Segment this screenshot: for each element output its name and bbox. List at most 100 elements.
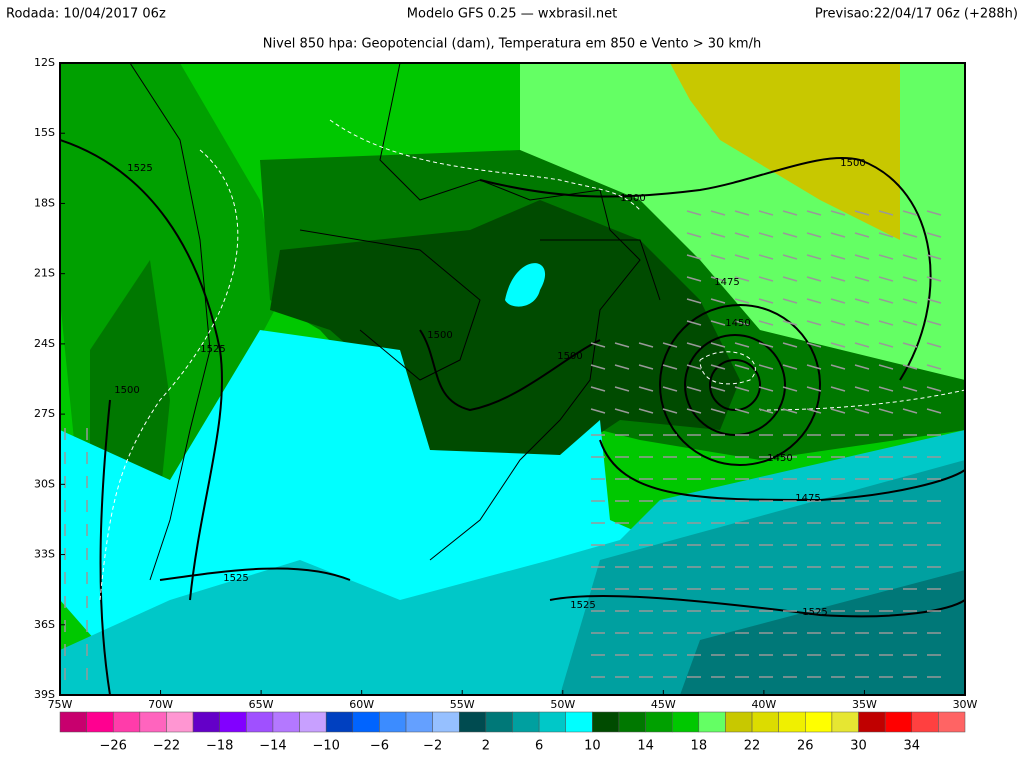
- colorbar-swatch: [139, 711, 167, 733]
- wind-arrow: [854, 364, 870, 370]
- wind-arrow: [710, 210, 726, 216]
- contour-label: 1525: [200, 344, 225, 355]
- contour-label: 1500: [114, 385, 139, 396]
- colorbar-swatch: [698, 711, 726, 733]
- wind-arrow: [806, 254, 822, 260]
- colorbar-label: 22: [744, 739, 761, 754]
- wind-arrow: [926, 210, 942, 216]
- wind-arrow: [926, 320, 942, 326]
- contour-label: 1450: [725, 318, 750, 329]
- wind-arrow: [614, 408, 630, 414]
- wind-arrow: [638, 386, 654, 392]
- wind-arrow: [854, 232, 870, 238]
- wind-arrow: [734, 232, 750, 238]
- lon-label: 35W: [852, 698, 877, 711]
- wind-arrow: [830, 386, 846, 392]
- colorbar-swatch: [192, 711, 220, 733]
- wind-arrow: [854, 254, 870, 260]
- wind-arrow: [734, 210, 750, 216]
- wind-arrow: [710, 320, 726, 326]
- colorbar-swatch: [884, 711, 913, 733]
- wind-arrow: [878, 298, 894, 304]
- wind-arrow: [878, 254, 894, 260]
- wind-arrow: [854, 298, 870, 304]
- colorbar-swatch: [272, 711, 300, 733]
- colorbar-label: 10: [584, 739, 601, 754]
- colorbar-swatch: [538, 711, 566, 733]
- colorbar-swatch: [166, 711, 194, 733]
- wind-arrow: [806, 364, 822, 370]
- map-field: [60, 63, 965, 695]
- colorbar-swatch: [831, 711, 859, 733]
- lat-label: 24S: [34, 337, 55, 350]
- colorbar-swatch: [751, 711, 779, 733]
- colorbar-label: −14: [259, 739, 286, 754]
- wind-arrow: [830, 254, 846, 260]
- colorbar-swatch: [485, 711, 513, 733]
- wind-arrow: [710, 298, 726, 304]
- wind-arrow: [830, 342, 846, 348]
- wind-arrow: [758, 232, 774, 238]
- map-frame: [59, 62, 966, 696]
- wind-arrow: [806, 298, 822, 304]
- wind-arrow: [662, 364, 678, 370]
- wind-arrow: [590, 342, 606, 348]
- wind-arrow: [758, 342, 774, 348]
- wind-arrow: [686, 254, 702, 260]
- colorbar-swatch: [938, 711, 966, 733]
- colorbar-label: 34: [903, 739, 920, 754]
- colorbar-swatch: [512, 711, 540, 733]
- colorbar-swatch: [112, 711, 141, 733]
- contour-label: 1475: [714, 277, 739, 288]
- wind-arrow: [902, 276, 918, 282]
- colorbar-label: −26: [100, 739, 127, 754]
- wind-arrow: [830, 408, 846, 414]
- colorbar-swatch: [778, 711, 806, 733]
- wind-arrow: [902, 320, 918, 326]
- colorbar-swatch: [592, 711, 620, 733]
- wind-arrow: [734, 254, 750, 260]
- contour-label: 1525: [570, 600, 595, 611]
- wind-arrow: [758, 276, 774, 282]
- wind-arrow: [902, 254, 918, 260]
- subtitle: Nivel 850 hpa: Geopotencial (dam), Tempe…: [263, 37, 761, 52]
- wind-arrow: [686, 386, 702, 392]
- wind-arrow: [686, 276, 702, 282]
- contour-label: 1525: [223, 573, 248, 584]
- wind-arrow: [926, 342, 942, 348]
- colorbar-label: 14: [637, 739, 654, 754]
- wind-arrow: [758, 320, 774, 326]
- wind-arrow: [782, 386, 798, 392]
- colorbar-label: 18: [691, 739, 708, 754]
- contour-label: 1525: [802, 607, 827, 618]
- wind-arrow: [710, 408, 726, 414]
- wind-arrow: [782, 364, 798, 370]
- lon-label: 55W: [450, 698, 475, 711]
- wind-arrow: [782, 342, 798, 348]
- wind-arrow: [662, 342, 678, 348]
- wind-arrow: [710, 232, 726, 238]
- wind-arrow: [782, 210, 798, 216]
- wind-arrow: [806, 386, 822, 392]
- wind-arrow: [758, 408, 774, 414]
- wind-arrow: [782, 408, 798, 414]
- wind-arrow: [806, 320, 822, 326]
- lon-label: 40W: [751, 698, 776, 711]
- wind-arrow: [734, 408, 750, 414]
- wind-arrow: [926, 298, 942, 304]
- wind-arrow: [638, 342, 654, 348]
- wind-arrow: [638, 408, 654, 414]
- wind-arrow: [854, 276, 870, 282]
- contour-label: 1525: [127, 163, 152, 174]
- wind-arrow: [758, 364, 774, 370]
- wind-arrow: [614, 386, 630, 392]
- forecast-time: Previsao:22/04/17 06z (+288h): [815, 7, 1018, 22]
- wind-arrow: [758, 254, 774, 260]
- wind-arrow: [878, 232, 894, 238]
- colorbar-swatch: [459, 711, 487, 733]
- wind-arrow: [758, 386, 774, 392]
- wind-arrow: [878, 386, 894, 392]
- colorbar-swatch: [432, 711, 460, 733]
- lat-label: 33S: [34, 548, 55, 561]
